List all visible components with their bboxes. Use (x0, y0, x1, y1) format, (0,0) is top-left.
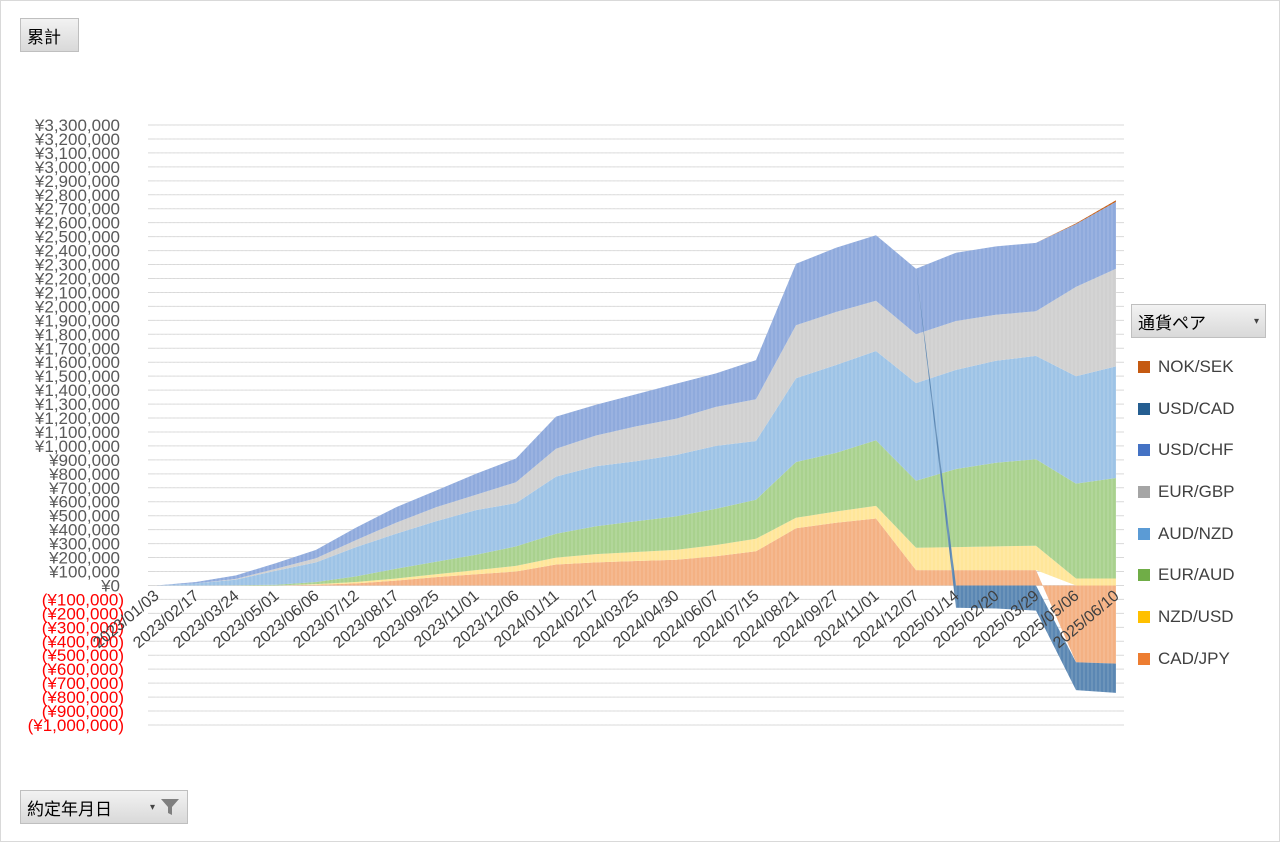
y-tick-label: ¥2,100,000 (34, 283, 120, 302)
y-tick-label: ¥200,000 (48, 549, 120, 568)
series-area-usd-chf (156, 201, 1116, 586)
legend-item: USD/CHF (1138, 429, 1235, 471)
y-tick-label: ¥1,900,000 (34, 311, 120, 330)
series-areas (156, 200, 1116, 693)
legend-label: USD/CHF (1158, 440, 1234, 460)
y-tick-label: (¥600,000) (42, 660, 124, 679)
legend-swatch (1138, 569, 1150, 582)
y-tick-label: ¥900,000 (48, 451, 120, 470)
legend-swatch (1138, 360, 1150, 373)
dropdown-arrow-icon: ▾ (149, 801, 155, 813)
legend-label: NOK/SEK (1158, 356, 1234, 376)
y-tick-label: ¥1,600,000 (34, 353, 120, 372)
y-tick-label: ¥2,400,000 (34, 242, 120, 261)
y-tick-label: ¥3,100,000 (34, 144, 120, 163)
dropdown-arrow-icon: ▾ (1253, 315, 1259, 327)
date-filter-label: 約定年月日 (27, 799, 112, 819)
y-axis: ¥0¥100,000¥200,000¥300,000¥400,000¥500,0… (28, 116, 124, 735)
y-tick-label: ¥2,900,000 (34, 172, 120, 191)
y-tick-label: ¥1,800,000 (34, 325, 120, 344)
y-tick-label: (¥1,000,000) (28, 716, 124, 735)
legend-item: NOK/SEK (1138, 346, 1235, 388)
y-tick-label: ¥2,700,000 (34, 200, 120, 219)
y-tick-label: ¥500,000 (48, 507, 120, 526)
y-tick-label: ¥0 (100, 576, 120, 595)
y-tick-label: ¥2,500,000 (34, 228, 120, 247)
series-area-cad-jpy (156, 518, 1116, 664)
y-tick-label: ¥2,200,000 (34, 269, 120, 288)
y-tick-label: ¥2,800,000 (34, 186, 120, 205)
y-tick-label: ¥1,000,000 (34, 437, 120, 456)
legend-item: EUR/AUD (1138, 554, 1235, 596)
y-tick-label: (¥400,000) (42, 632, 124, 651)
y-tick-label: ¥600,000 (48, 493, 120, 512)
y-tick-label: ¥100,000 (48, 563, 120, 582)
y-tick-label: (¥200,000) (42, 604, 124, 623)
y-tick-label: (¥900,000) (42, 702, 124, 721)
legend-swatch (1138, 485, 1150, 498)
legend-swatch (1138, 610, 1150, 623)
values-field-label: 累計 (27, 27, 61, 47)
y-tick-label: ¥1,100,000 (34, 423, 120, 442)
y-tick-label: ¥2,600,000 (34, 214, 120, 233)
legend-label: EUR/AUD (1158, 565, 1235, 585)
legend-item: NZD/USD (1138, 596, 1235, 638)
y-tick-label: ¥1,500,000 (34, 367, 120, 386)
y-tick-label: ¥700,000 (48, 479, 120, 498)
y-tick-label: ¥1,400,000 (34, 381, 120, 400)
y-tick-label: (¥800,000) (42, 688, 124, 707)
legend-swatch (1138, 444, 1150, 457)
legend-field-button[interactable]: 通貨ペア ▾ (1131, 304, 1266, 338)
series-area-aud-nzd (156, 351, 1116, 586)
legend-label: EUR/GBP (1158, 481, 1235, 501)
y-tick-label: ¥3,000,000 (34, 158, 120, 177)
legend-label: CAD/JPY (1158, 648, 1230, 668)
legend-item: USD/CAD (1138, 388, 1235, 430)
y-tick-label: ¥1,200,000 (34, 409, 120, 428)
y-tick-label: ¥1,700,000 (34, 339, 120, 358)
legend-item: AUD/NZD (1138, 513, 1235, 555)
legend: NOK/SEK USD/CAD USD/CHF EUR/GBP AUD/NZD EUR/A… (1138, 346, 1235, 680)
legend-swatch (1138, 527, 1150, 540)
y-tick-label: (¥500,000) (42, 646, 124, 665)
y-tick-label: (¥300,000) (42, 618, 124, 637)
y-tick-label: ¥2,300,000 (34, 256, 120, 275)
y-tick-label: (¥100,000) (42, 590, 124, 609)
legend-label: NZD/USD (1158, 606, 1234, 626)
legend-swatch (1138, 652, 1150, 665)
filter-funnel-icon (161, 799, 179, 815)
y-tick-label: ¥300,000 (48, 535, 120, 554)
column-stripes (155, 125, 1117, 725)
legend-item: CAD/JPY (1138, 638, 1235, 680)
filter-controls: ▾ (150, 796, 181, 818)
series-area-eur-gbp (156, 268, 1116, 586)
y-tick-label: (¥700,000) (42, 674, 124, 693)
y-tick-label: ¥1,300,000 (34, 395, 120, 414)
y-tick-label: ¥2,000,000 (34, 297, 120, 316)
date-filter-button[interactable]: 約定年月日 ▾ (20, 790, 188, 824)
legend-item: EUR/GBP (1138, 471, 1235, 513)
y-tick-label: ¥3,200,000 (34, 130, 120, 149)
series-area-eur-aud (156, 440, 1116, 586)
legend-label: USD/CAD (1158, 398, 1235, 418)
y-tick-label: ¥400,000 (48, 521, 120, 540)
values-field-button[interactable]: 累計 (20, 18, 79, 52)
y-tick-label: ¥3,300,000 (34, 116, 120, 135)
legend-label: AUD/NZD (1158, 523, 1234, 543)
legend-field-label: 通貨ペア (1138, 313, 1206, 333)
legend-swatch (1138, 402, 1150, 415)
y-tick-label: ¥800,000 (48, 465, 120, 484)
